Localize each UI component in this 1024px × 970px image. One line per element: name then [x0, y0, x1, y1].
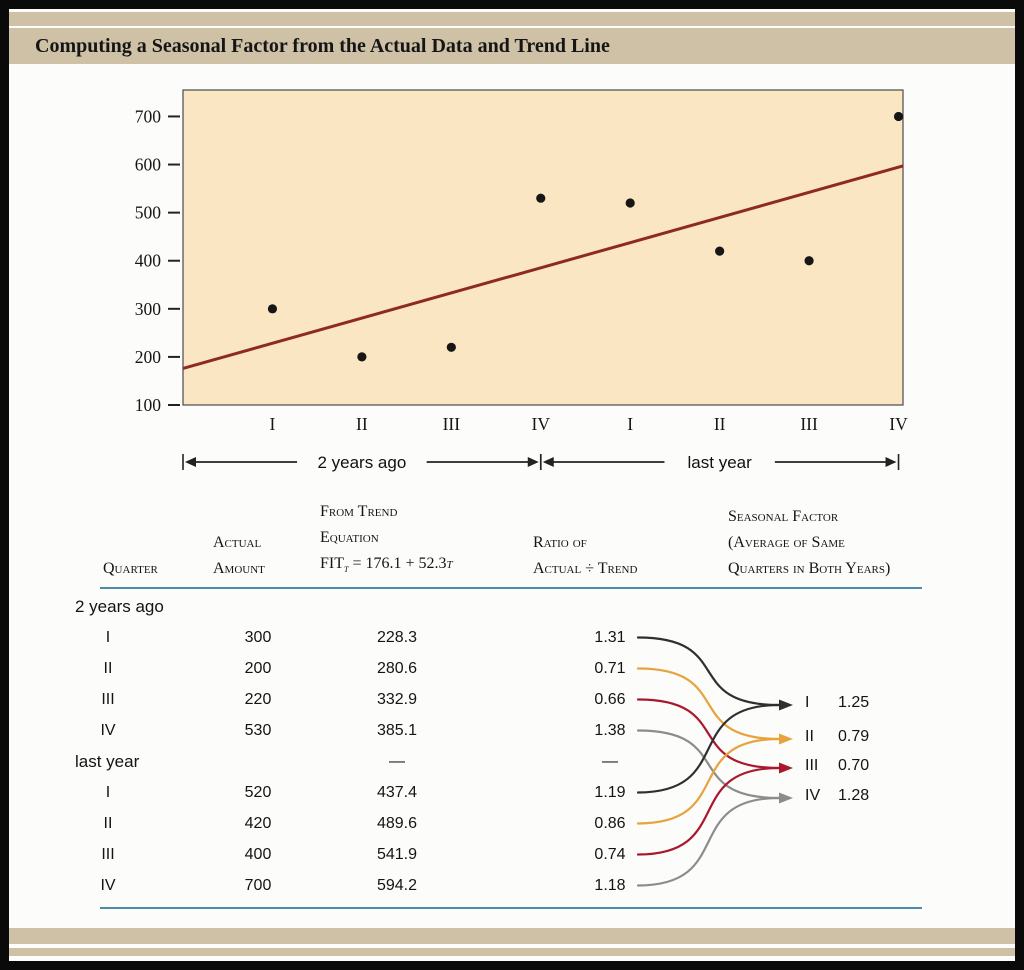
quarter-cell: I — [105, 628, 111, 646]
actual-cell: 400 — [244, 845, 272, 863]
trend-cell: 280.6 — [376, 659, 418, 677]
figure-panel: Computing a Seasonal Factor from the Act… — [9, 9, 1015, 961]
svg-text:III: III — [443, 414, 461, 434]
factor-value: 0.79 — [838, 728, 870, 745]
row-group-label: 2 years ago — [75, 596, 164, 616]
actual-cell: 300 — [244, 628, 272, 646]
ratio-cell: — — [602, 752, 618, 770]
column-header-quarter: Quarter — [103, 560, 158, 577]
quarter-cell: I — [105, 783, 111, 801]
trend-cell: 385.1 — [376, 721, 418, 739]
svg-text:300: 300 — [135, 299, 162, 319]
ratio-cell: 0.71 — [594, 659, 626, 677]
table-row: I 300 228.3 1.31 — [60, 622, 960, 653]
seasonal-factor-table: Quarter Actual Amount From Trend Equatio… — [60, 490, 970, 940]
actual-cell: 530 — [244, 721, 272, 739]
ratio-cell: 1.38 — [594, 721, 626, 739]
svg-text:III: III — [800, 414, 818, 434]
table-rule-top — [100, 587, 922, 589]
svg-text:I: I — [270, 414, 276, 434]
plot-area — [182, 89, 904, 406]
table-row: II 420 489.6 0.86 — [60, 808, 960, 839]
svg-text:IV: IV — [889, 414, 908, 434]
svg-text:I: I — [627, 414, 633, 434]
decorative-strip-top — [9, 12, 1015, 26]
quarter-cell: III — [101, 845, 115, 863]
table-row: 2 years ago — [60, 591, 960, 622]
svg-text:IV: IV — [532, 414, 551, 434]
quarter-cell: IV — [100, 721, 116, 739]
factor-quarter: IV — [805, 787, 821, 804]
svg-text:700: 700 — [135, 106, 162, 126]
actual-cell: 420 — [244, 814, 272, 832]
ratio-cell: 1.31 — [594, 628, 626, 646]
row-group-label: last year — [75, 751, 140, 771]
table-row: III 220 332.9 0.66 — [60, 684, 960, 715]
actual-cell: 520 — [244, 783, 272, 801]
svg-text:400: 400 — [135, 251, 162, 271]
actual-cell: 700 — [244, 876, 272, 894]
column-header-actual: Actual Amount — [213, 534, 265, 577]
table-header: Quarter Actual Amount From Trend Equatio… — [60, 490, 960, 587]
trend-cell: 489.6 — [376, 814, 418, 832]
table-row: I 520 437.4 1.19 — [60, 777, 960, 808]
decorative-strip-bottom-1 — [9, 928, 1015, 944]
trend-cell: 437.4 — [376, 783, 418, 801]
factor-value: 0.70 — [838, 757, 870, 774]
table-row: IV 530 385.1 1.38 — [60, 715, 960, 746]
trend-cell: — — [389, 752, 405, 770]
actual-cell: 200 — [244, 659, 272, 677]
column-header-trend: From Trend Equation FITt = 176.1 + 52.3t — [320, 502, 453, 575]
svg-text:II: II — [356, 414, 368, 434]
figure-title-band: Computing a Seasonal Factor from the Act… — [9, 28, 1015, 64]
svg-text:II: II — [714, 414, 726, 434]
table-row: III 400 541.9 0.74 — [60, 839, 960, 870]
trend-cell: 228.3 — [376, 628, 418, 646]
seasonal-factor-item: I 1.25 — [805, 694, 869, 712]
quarter-cell: II — [103, 814, 113, 832]
y-axis-ticks: 700 600 500 400 300 200 100 — [135, 106, 180, 415]
svg-text:2 years ago: 2 years ago — [317, 453, 406, 472]
factor-quarter: I — [805, 694, 810, 711]
x-axis-labels: I II III IV I II III IV — [270, 414, 909, 434]
quarter-cell: II — [103, 659, 113, 677]
ratio-cell: 0.74 — [594, 845, 626, 863]
trend-cell: 541.9 — [376, 845, 418, 863]
table-rule-bottom — [100, 907, 922, 909]
svg-text:100: 100 — [135, 395, 162, 415]
decorative-strip-bottom-2 — [9, 948, 1015, 956]
data-points — [267, 111, 904, 362]
quarter-cell: IV — [100, 876, 116, 894]
actual-cell: 220 — [244, 690, 272, 708]
table-row: II 200 280.6 0.71 — [60, 653, 960, 684]
ratio-cell: 1.18 — [594, 876, 626, 894]
trend-cell: 332.9 — [376, 690, 418, 708]
table-row: IV 700 594.2 1.18 — [60, 870, 960, 901]
factor-quarter: II — [805, 728, 814, 745]
svg-text:500: 500 — [135, 203, 162, 223]
ratio-cell: 0.86 — [594, 814, 626, 832]
column-header-seasonal: Seasonal Factor (Average of Same Quarter… — [728, 508, 891, 577]
seasonal-factor-item: II 0.79 — [805, 728, 869, 746]
table-row: last year — — — [60, 746, 960, 777]
quarter-cell: III — [101, 690, 115, 708]
factor-value: 1.28 — [838, 787, 870, 804]
seasonal-factor-item: IV 1.28 — [805, 787, 869, 805]
svg-text:last year: last year — [688, 453, 753, 472]
ratio-cell: 1.19 — [594, 783, 626, 801]
trend-cell: 594.2 — [376, 876, 418, 894]
column-header-ratio: Ratio of Actual ÷ Trend — [533, 534, 638, 577]
seasonal-factor-item: III 0.70 — [805, 757, 869, 775]
factor-value: 1.25 — [838, 694, 870, 711]
ratio-cell: 0.66 — [594, 690, 626, 708]
table-body: 2 years ago I 300 228.3 1.31 II 200 280.6 0.71 II… — [60, 591, 960, 901]
svg-text:600: 600 — [135, 155, 162, 175]
trend-line — [182, 164, 904, 370]
year-span-brackets: 2 years ago last year — [182, 453, 900, 472]
factor-quarter: III — [805, 757, 819, 774]
figure-title: Computing a Seasonal Factor from the Act… — [35, 35, 610, 57]
svg-text:200: 200 — [135, 347, 162, 367]
